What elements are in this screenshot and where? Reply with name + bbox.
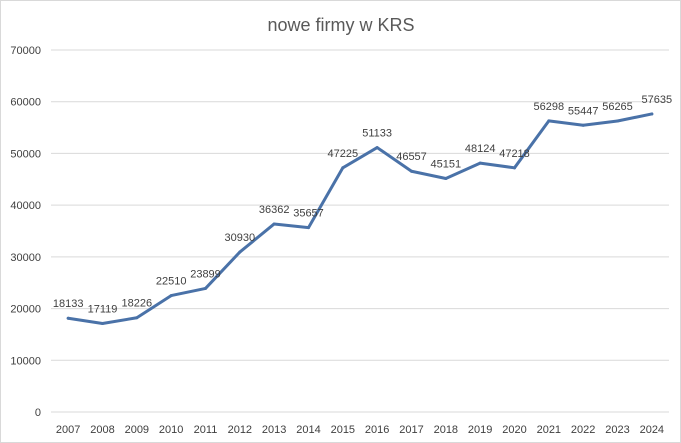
data-point (101, 321, 104, 325)
x-tick-label: 2012 (228, 424, 252, 436)
data-point (341, 166, 345, 170)
data-label: 45151 (431, 159, 462, 171)
gridlines (51, 49, 669, 413)
x-tick-label: 2007 (56, 424, 80, 436)
data-point (272, 222, 276, 226)
x-tick-label: 2015 (331, 424, 355, 436)
x-tick-label: 2017 (399, 424, 423, 436)
data-label: 36362 (259, 204, 290, 216)
y-tick-label: 30000 (10, 252, 41, 264)
x-tick-label: 2018 (434, 424, 458, 436)
x-tick-label: 2022 (571, 424, 595, 436)
y-tick-label: 50000 (10, 148, 41, 160)
data-point (238, 250, 242, 254)
x-tick-label: 2008 (90, 424, 114, 436)
x-axis: 2007 2008 2009 2010 2011 2012 2013 2014 2015 2016… (56, 424, 664, 436)
data-point (307, 226, 310, 230)
data-point (444, 177, 448, 181)
data-label: 30930 (225, 232, 256, 244)
y-tick-label: 10000 (10, 355, 41, 367)
data-point (650, 112, 654, 116)
chart-title: nowe firmy w KRS (267, 15, 414, 35)
data-label: 35657 (293, 208, 324, 220)
x-tick-label: 2014 (296, 424, 320, 436)
data-label: 56265 (602, 101, 633, 113)
data-label: 56298 (534, 101, 565, 113)
data-label: 51133 (362, 128, 392, 140)
data-label: 17119 (88, 303, 118, 315)
series-line (66, 112, 654, 325)
data-label: 23899 (190, 268, 221, 280)
data-point (513, 166, 516, 170)
data-label: 48124 (465, 143, 496, 155)
y-tick-label: 20000 (10, 304, 41, 316)
x-tick-label: 2013 (262, 424, 286, 436)
data-point (547, 119, 551, 123)
data-label: 22510 (156, 276, 187, 288)
y-axis: 0 10000 20000 30000 40000 50000 60000 70000 (10, 45, 41, 419)
data-point (169, 294, 173, 298)
data-point (410, 169, 413, 173)
x-tick-label: 2021 (537, 424, 561, 436)
data-label: 57635 (642, 94, 673, 106)
data-label: 18133 (53, 298, 84, 310)
x-tick-label: 2016 (365, 424, 389, 436)
data-point (581, 123, 585, 127)
x-tick-label: 2009 (125, 424, 149, 436)
x-tick-label: 2019 (468, 424, 492, 436)
data-point (616, 119, 619, 123)
data-label: 47225 (328, 148, 359, 160)
y-tick-label: 60000 (10, 97, 41, 109)
y-tick-label: 40000 (10, 200, 41, 212)
data-label: 46557 (396, 151, 427, 163)
x-tick-label: 2010 (159, 424, 183, 436)
series-layer (66, 112, 654, 325)
data-label: 55447 (568, 105, 599, 117)
x-tick-label: 2024 (640, 424, 664, 436)
data-point (478, 161, 482, 165)
x-tick-label: 2023 (605, 424, 629, 436)
data-label: 47218 (499, 148, 530, 160)
data-point (375, 146, 379, 150)
x-tick-label: 2011 (194, 424, 218, 436)
x-tick-label: 2020 (502, 424, 526, 436)
y-tick-label: 0 (35, 407, 41, 419)
data-point (135, 316, 139, 320)
data-label: 18226 (122, 298, 153, 310)
data-point (66, 316, 70, 320)
y-tick-label: 70000 (10, 45, 41, 57)
data-point (204, 286, 207, 290)
